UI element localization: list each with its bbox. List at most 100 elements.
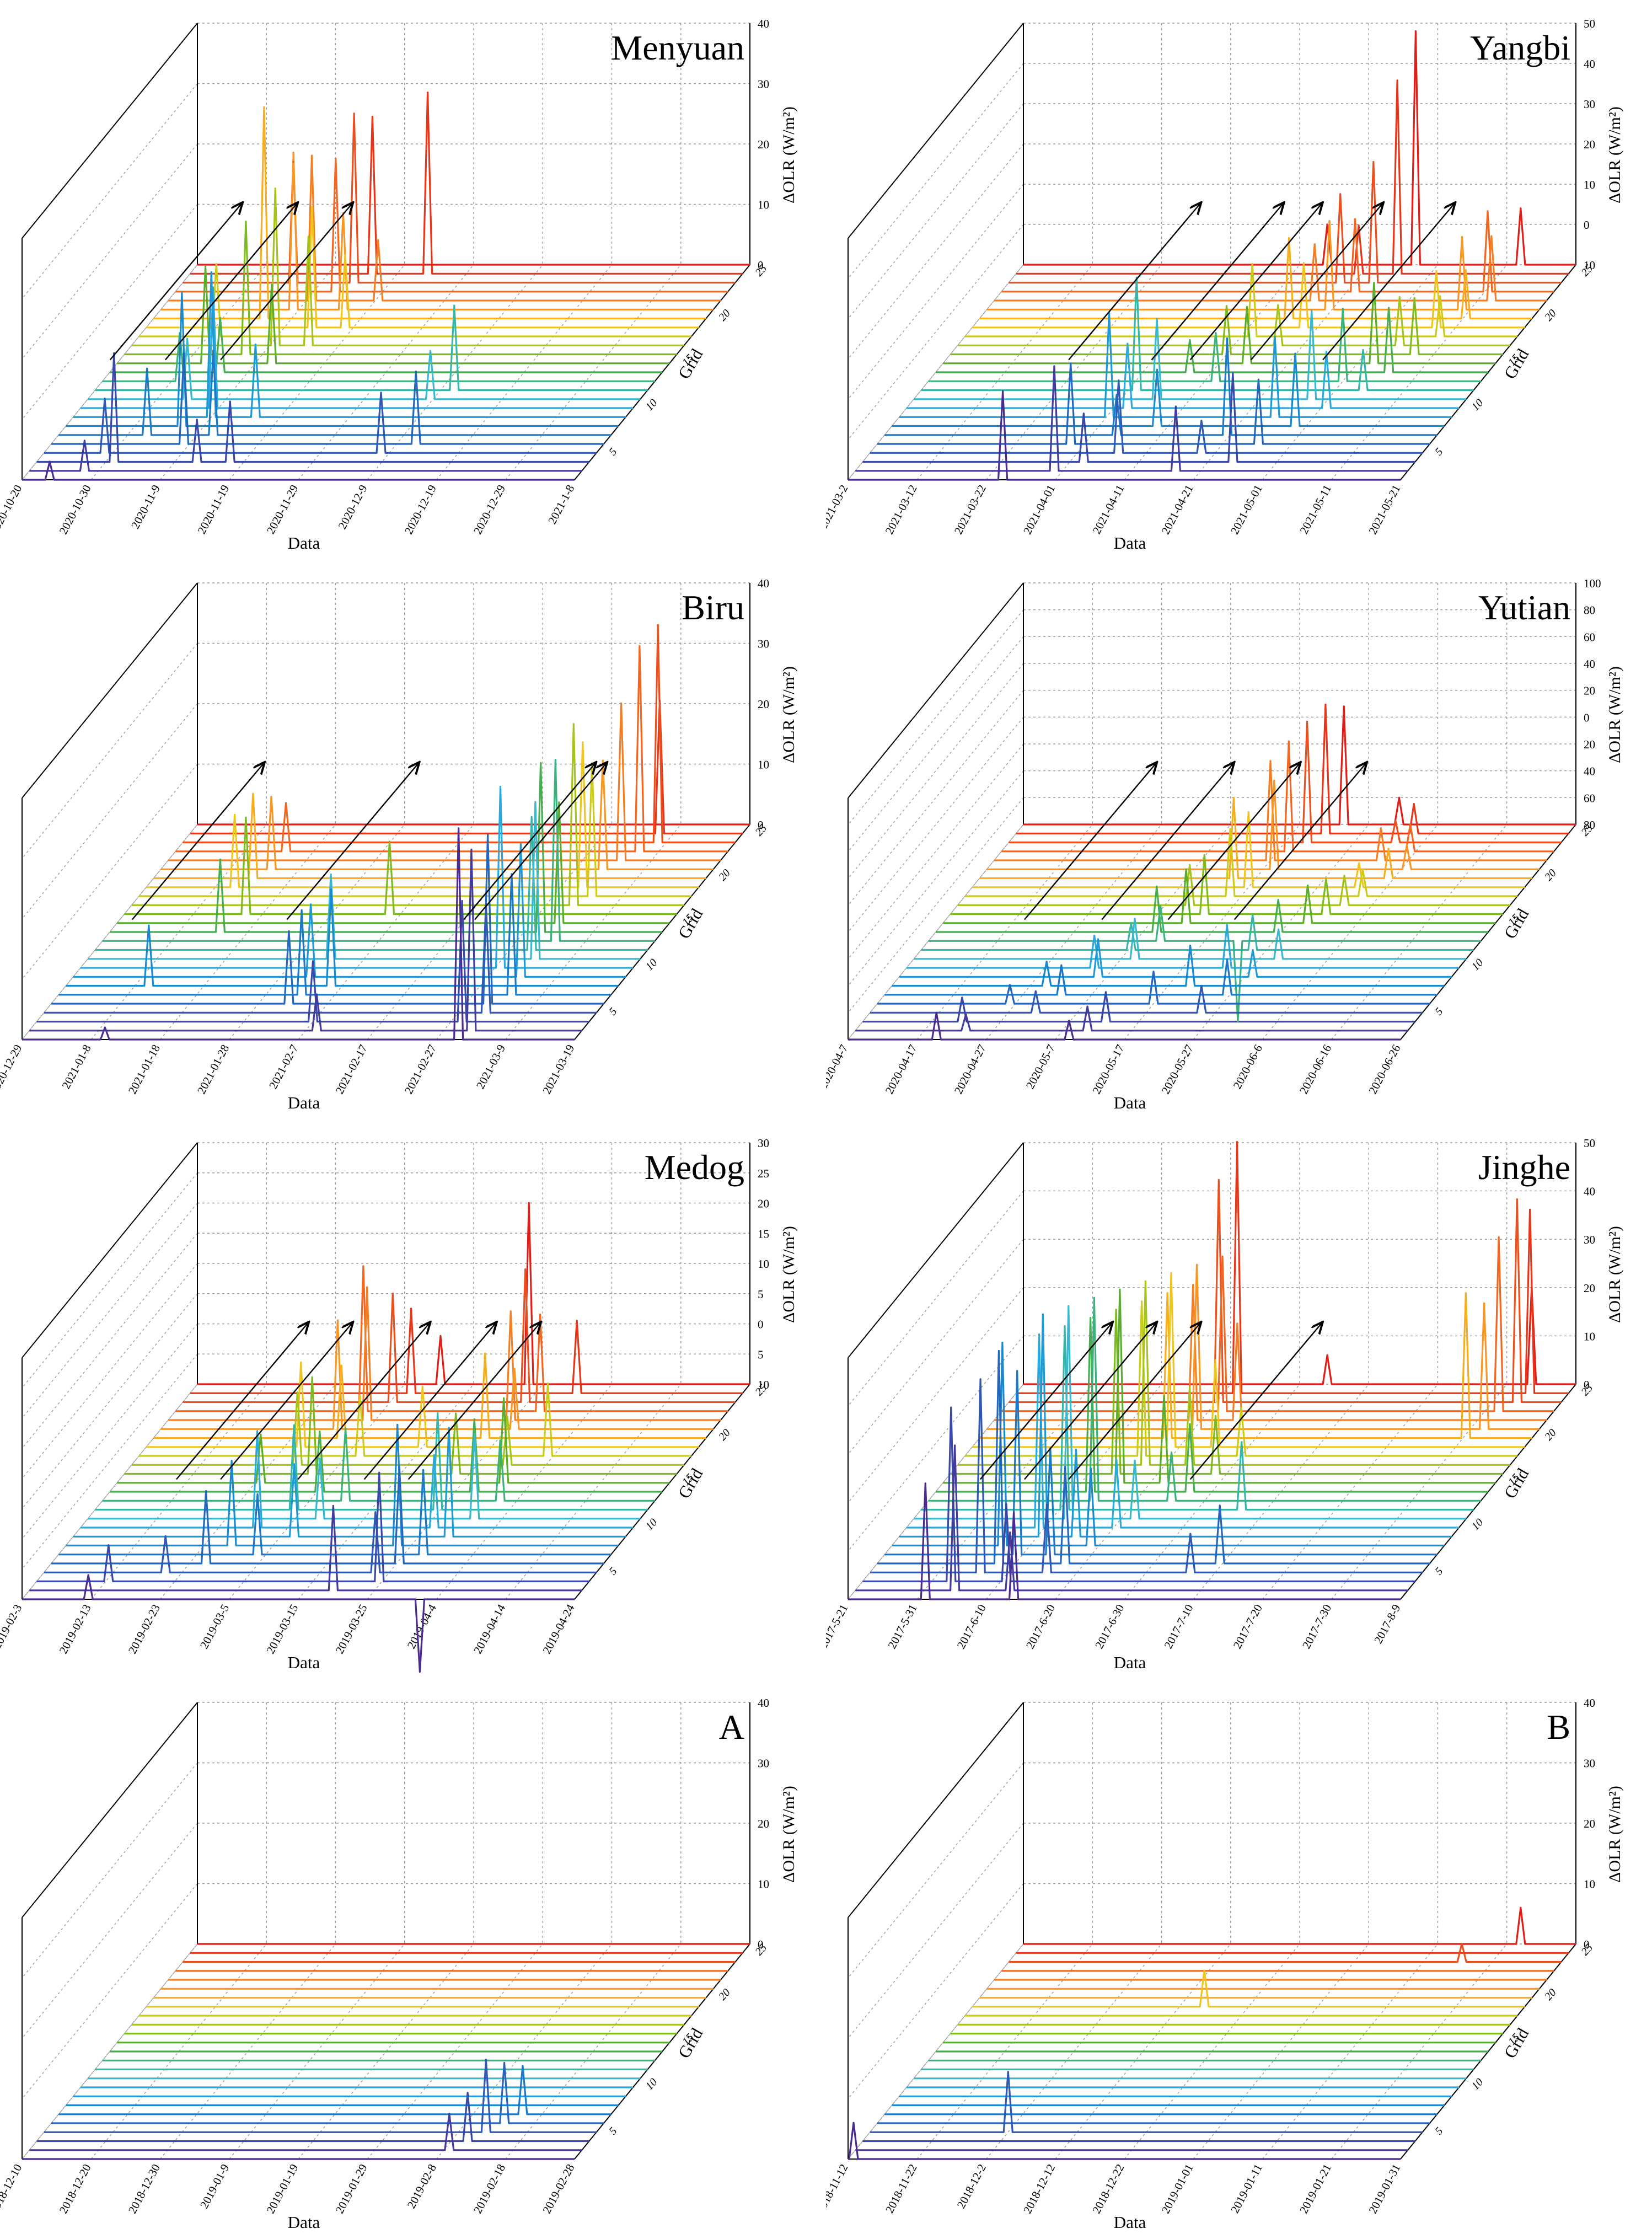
x-tick-label: 2019-02-13: [56, 1602, 93, 1656]
trend-arrow: [131, 763, 264, 920]
x-tick-label: 2018-12-2: [954, 2162, 989, 2211]
side-gridline: [848, 1287, 1024, 1503]
peak-point: [1119, 1288, 1121, 1290]
peak-point: [1483, 1302, 1485, 1305]
series-line-grid-10: [88, 801, 641, 960]
peak-point: [1324, 704, 1327, 706]
peak-point: [473, 1418, 475, 1421]
peak-point: [148, 924, 150, 926]
series-line-grid-8: [899, 1313, 1452, 1538]
peak-point: [1068, 1020, 1070, 1022]
peak-point: [1326, 1354, 1328, 1356]
series-line-grid-8: [899, 938, 1452, 978]
series-line-grid-9: [907, 1333, 1459, 1529]
peak-point: [1240, 1406, 1242, 1408]
series-line-grid-15: [950, 854, 1503, 915]
series-line-grid-2: [855, 365, 1408, 472]
peak-point: [503, 1397, 505, 1400]
peak-point: [146, 367, 148, 369]
peak-point: [554, 759, 557, 761]
x-tick-label: 2020-05-7: [1023, 1042, 1058, 1091]
frame-line: [22, 582, 198, 799]
floor-gridline: [367, 1384, 543, 1600]
series-line-grid-7: [66, 1423, 619, 1547]
peak-point: [422, 1469, 425, 1471]
peak-point: [1461, 1943, 1463, 1945]
peak-point: [378, 1471, 380, 1474]
series-line-grid-1: [848, 1011, 1401, 1041]
peak-point: [950, 1406, 952, 1408]
peak-point: [1170, 1272, 1172, 1274]
peak-point: [1232, 796, 1235, 799]
grid-axis-label: Grid: [674, 345, 707, 382]
frame-line: [22, 1702, 198, 1918]
chart-title: Menyuan: [611, 28, 744, 67]
series-line-grid-7: [892, 352, 1445, 427]
series-line-grid-20: [986, 220, 1540, 310]
series-line-grid-20: [986, 1263, 1540, 1430]
z-tick-label: 30: [1584, 1233, 1595, 1246]
series-line-grid-24: [1016, 704, 1569, 834]
series-line-grid-7: [892, 944, 1445, 987]
grid-tick-label: 20: [1542, 1427, 1559, 1443]
x-tick-label: 2020-11-19: [195, 483, 232, 536]
peak-point: [108, 1544, 110, 1546]
chart-b: 0 10 20 30 40 2018-11-12 2018-11-22 2018-12-2 20…: [826, 1696, 1624, 2232]
x-tick-label: 2021-03-22: [952, 483, 989, 537]
series-line-grid-8: [73, 843, 626, 978]
frame-line: [22, 1142, 198, 1358]
series-line-grid-1: [848, 1482, 1401, 1600]
peak-point: [344, 254, 346, 256]
series-line-grid-14: [943, 868, 1496, 924]
trend-arrow: [1167, 763, 1300, 920]
peak-point: [234, 813, 236, 816]
series-line-grid-8: [73, 1427, 626, 1538]
peak-point: [396, 1423, 399, 1426]
x-axis-label: Data: [288, 1093, 320, 1112]
peak-point: [270, 796, 272, 798]
side-gridline: [22, 703, 198, 919]
peak-point: [1361, 868, 1364, 870]
peak-point: [1273, 780, 1275, 782]
x-tick-label: 2019-02-23: [126, 1602, 163, 1656]
chart-yangbi: 10 0 10 20 30 40 50 2021-03-2 2021-03-12 2021-03-…: [826, 17, 1624, 553]
peak-point: [1115, 394, 1118, 396]
peak-point: [1380, 827, 1382, 829]
panel-b: 0 10 20 30 40 2018-11-12 2018-11-22 2018-12-2 20…: [826, 1679, 1652, 2239]
series-line-grid-8: [73, 271, 626, 418]
peak-point: [181, 292, 183, 294]
axes: 10 5 0 5 10 15 20 25 30 2019-02-3 2019-02-13 2019-0…: [0, 1137, 798, 1672]
x-axis-label: Data: [1114, 533, 1146, 553]
peak-point: [1064, 1466, 1066, 1468]
x-tick-label: 2021-03-12: [882, 483, 919, 537]
peak-point: [312, 960, 314, 962]
trend-arrow: [109, 203, 242, 361]
peak-point: [1409, 823, 1412, 826]
grid-tick-label: 5: [1433, 1565, 1445, 1577]
peak-point: [1326, 223, 1328, 226]
peak-point: [1163, 1395, 1165, 1397]
frame-line: [848, 23, 1024, 239]
grid-tick-label: 10: [1469, 397, 1486, 414]
peak-point: [513, 1368, 516, 1370]
peak-point: [499, 1439, 501, 1442]
peak-point: [1097, 938, 1099, 940]
peak-point: [256, 1430, 259, 1432]
series-line-grid-11: [921, 276, 1474, 392]
x-tick-label: 2020-06-6: [1231, 1042, 1265, 1091]
peak-point: [1387, 848, 1390, 850]
z-tick-label: 30: [758, 1757, 769, 1770]
series-line-grid-3: [36, 1471, 589, 1583]
series-line-grid-8: [899, 311, 1452, 418]
peak-point: [210, 271, 212, 274]
x-tick-label: 2019-04-24: [540, 1602, 577, 1656]
peak-point: [466, 2092, 469, 2094]
peak-point: [335, 158, 337, 160]
peak-point: [1086, 1005, 1088, 1008]
side-gridline: [22, 643, 198, 859]
z-axis-label: ΔOLR (W/m²): [780, 106, 798, 203]
grid-tick-label: 25: [1579, 1382, 1595, 1399]
peak-point: [1498, 1236, 1500, 1238]
x-tick-label: 2020-12-29: [0, 1042, 24, 1096]
peak-point: [1358, 224, 1360, 227]
